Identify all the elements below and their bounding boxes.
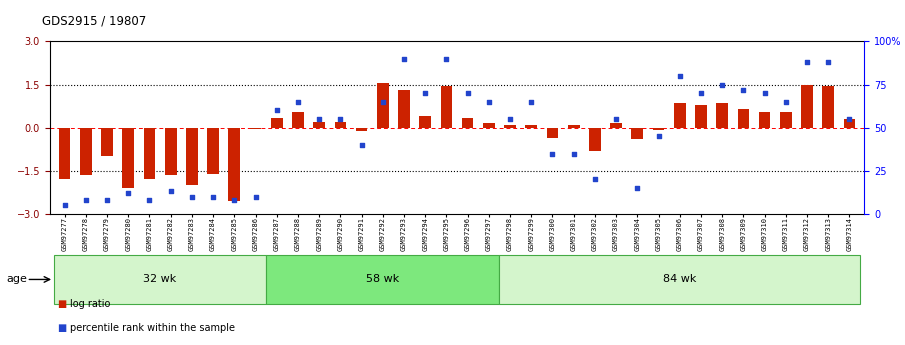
Point <box>79 197 93 203</box>
Point <box>205 194 220 199</box>
Bar <box>610 123 622 128</box>
Bar <box>228 128 240 201</box>
Bar <box>526 125 537 128</box>
Bar <box>356 128 367 130</box>
Bar <box>717 103 728 128</box>
Bar <box>165 128 176 175</box>
Bar <box>377 83 388 128</box>
Point <box>57 203 71 208</box>
Point <box>291 99 305 105</box>
Bar <box>483 123 495 128</box>
Point <box>461 90 475 96</box>
Text: percentile rank within the sample: percentile rank within the sample <box>70 323 234 333</box>
Bar <box>758 112 770 128</box>
Bar <box>632 128 643 139</box>
Point <box>567 151 581 156</box>
Bar <box>738 109 749 128</box>
Point <box>524 99 538 105</box>
Bar <box>823 86 834 128</box>
Bar <box>441 86 452 128</box>
Bar <box>843 119 855 128</box>
Point <box>312 116 327 122</box>
Point <box>333 116 348 122</box>
Point <box>227 197 242 203</box>
Text: ■: ■ <box>57 299 66 309</box>
Bar <box>101 128 113 156</box>
Text: 84 wk: 84 wk <box>663 275 697 284</box>
Bar <box>589 128 601 151</box>
Bar <box>674 103 686 128</box>
Bar <box>780 112 792 128</box>
Point <box>652 134 666 139</box>
Point <box>376 99 390 105</box>
Bar <box>266 255 500 304</box>
Point <box>248 194 262 199</box>
Bar <box>462 118 473 128</box>
Bar <box>419 116 431 128</box>
Bar <box>271 118 282 128</box>
Bar <box>122 128 134 188</box>
Point <box>609 116 624 122</box>
Bar <box>504 125 516 128</box>
Bar <box>207 128 219 174</box>
Point <box>355 142 369 148</box>
Text: log ratio: log ratio <box>70 299 110 309</box>
Text: 32 wk: 32 wk <box>144 275 176 284</box>
Text: age: age <box>6 275 27 284</box>
Point <box>503 116 518 122</box>
Bar <box>695 105 707 128</box>
Bar <box>567 125 579 128</box>
Bar <box>54 255 266 304</box>
Point <box>587 177 602 182</box>
Bar <box>144 128 156 179</box>
Point <box>270 108 284 113</box>
Bar <box>313 122 325 128</box>
Text: ■: ■ <box>57 323 66 333</box>
Bar <box>335 122 347 128</box>
Point <box>418 90 433 96</box>
Point <box>694 90 709 96</box>
Point <box>164 189 178 194</box>
Bar <box>801 85 813 128</box>
Point <box>715 82 729 87</box>
Bar <box>500 255 860 304</box>
Point <box>121 190 136 196</box>
Text: GDS2915 / 19807: GDS2915 / 19807 <box>42 14 146 28</box>
Point <box>821 59 835 65</box>
Point <box>396 56 411 61</box>
Bar <box>250 128 262 129</box>
Point <box>736 87 750 92</box>
Bar <box>398 90 410 128</box>
Point <box>630 185 644 191</box>
Bar <box>80 128 91 175</box>
Bar <box>547 128 558 138</box>
Point <box>439 56 453 61</box>
Point <box>481 99 496 105</box>
Bar <box>292 112 304 128</box>
Bar <box>653 128 664 130</box>
Point <box>185 194 199 199</box>
Bar <box>186 128 197 185</box>
Text: 58 wk: 58 wk <box>367 275 399 284</box>
Point <box>843 116 857 122</box>
Point <box>142 197 157 203</box>
Point <box>757 90 772 96</box>
Point <box>778 99 793 105</box>
Point <box>672 73 687 79</box>
Point <box>100 197 114 203</box>
Point <box>545 151 559 156</box>
Bar <box>59 128 71 179</box>
Point <box>800 59 814 65</box>
